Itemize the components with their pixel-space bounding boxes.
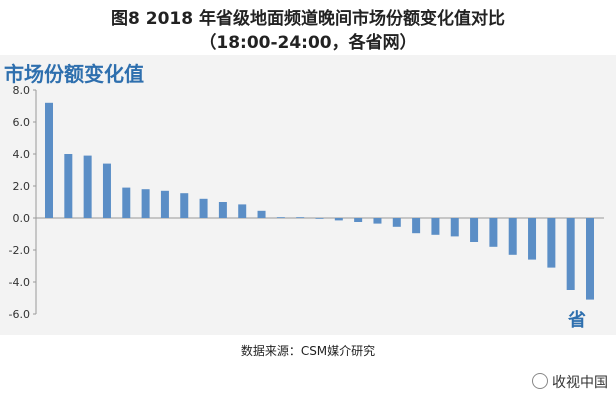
bar <box>431 218 440 235</box>
bar <box>296 217 305 218</box>
bar <box>528 218 537 260</box>
bar <box>354 218 363 222</box>
y-tick-label: -6.0 <box>9 308 30 321</box>
bar <box>470 218 479 242</box>
bar <box>218 202 227 218</box>
bar <box>508 218 517 255</box>
bar <box>566 218 575 290</box>
y-tick-label: 8.0 <box>13 84 31 97</box>
watermark: 收视中国 <box>532 372 608 392</box>
chart-title: 图8 2018 年省级地面频道晚间市场份额变化值对比 <box>111 9 505 29</box>
y-tick-label: 6.0 <box>13 116 31 129</box>
y-tick-label: -4.0 <box>9 276 30 289</box>
source-note: 数据来源：CSM媒介研究 <box>240 344 376 358</box>
bar <box>122 187 131 218</box>
bar <box>412 218 421 234</box>
y-tick-label: -2.0 <box>9 244 30 257</box>
chart-subtitle: （18:00-24:00，各省网） <box>199 33 417 53</box>
y-tick-label: 4.0 <box>13 148 31 161</box>
y-tick-label: 2.0 <box>13 180 31 193</box>
bar <box>141 189 150 218</box>
bar <box>489 218 498 247</box>
bar <box>238 204 247 218</box>
wechat-logo-icon <box>532 373 548 389</box>
bar <box>160 190 169 218</box>
bar <box>83 155 92 218</box>
chart-panel <box>0 55 616 335</box>
bar <box>257 210 266 218</box>
bar <box>64 154 73 218</box>
bar <box>199 198 208 218</box>
bar <box>276 217 285 218</box>
bar <box>315 218 324 219</box>
bar <box>547 218 556 268</box>
bar <box>373 218 382 224</box>
bar <box>334 218 343 221</box>
bar <box>45 102 53 218</box>
y-tick-label: 0.0 <box>13 212 31 225</box>
bar <box>586 218 594 300</box>
watermark-text: 收视中国 <box>552 375 608 391</box>
chart-panel-title: 市场份额变化值 <box>4 62 144 86</box>
x-axis-label: 省 <box>568 310 586 331</box>
bar <box>392 218 401 227</box>
bar <box>450 218 459 237</box>
bar <box>180 193 189 218</box>
bar <box>102 163 111 218</box>
